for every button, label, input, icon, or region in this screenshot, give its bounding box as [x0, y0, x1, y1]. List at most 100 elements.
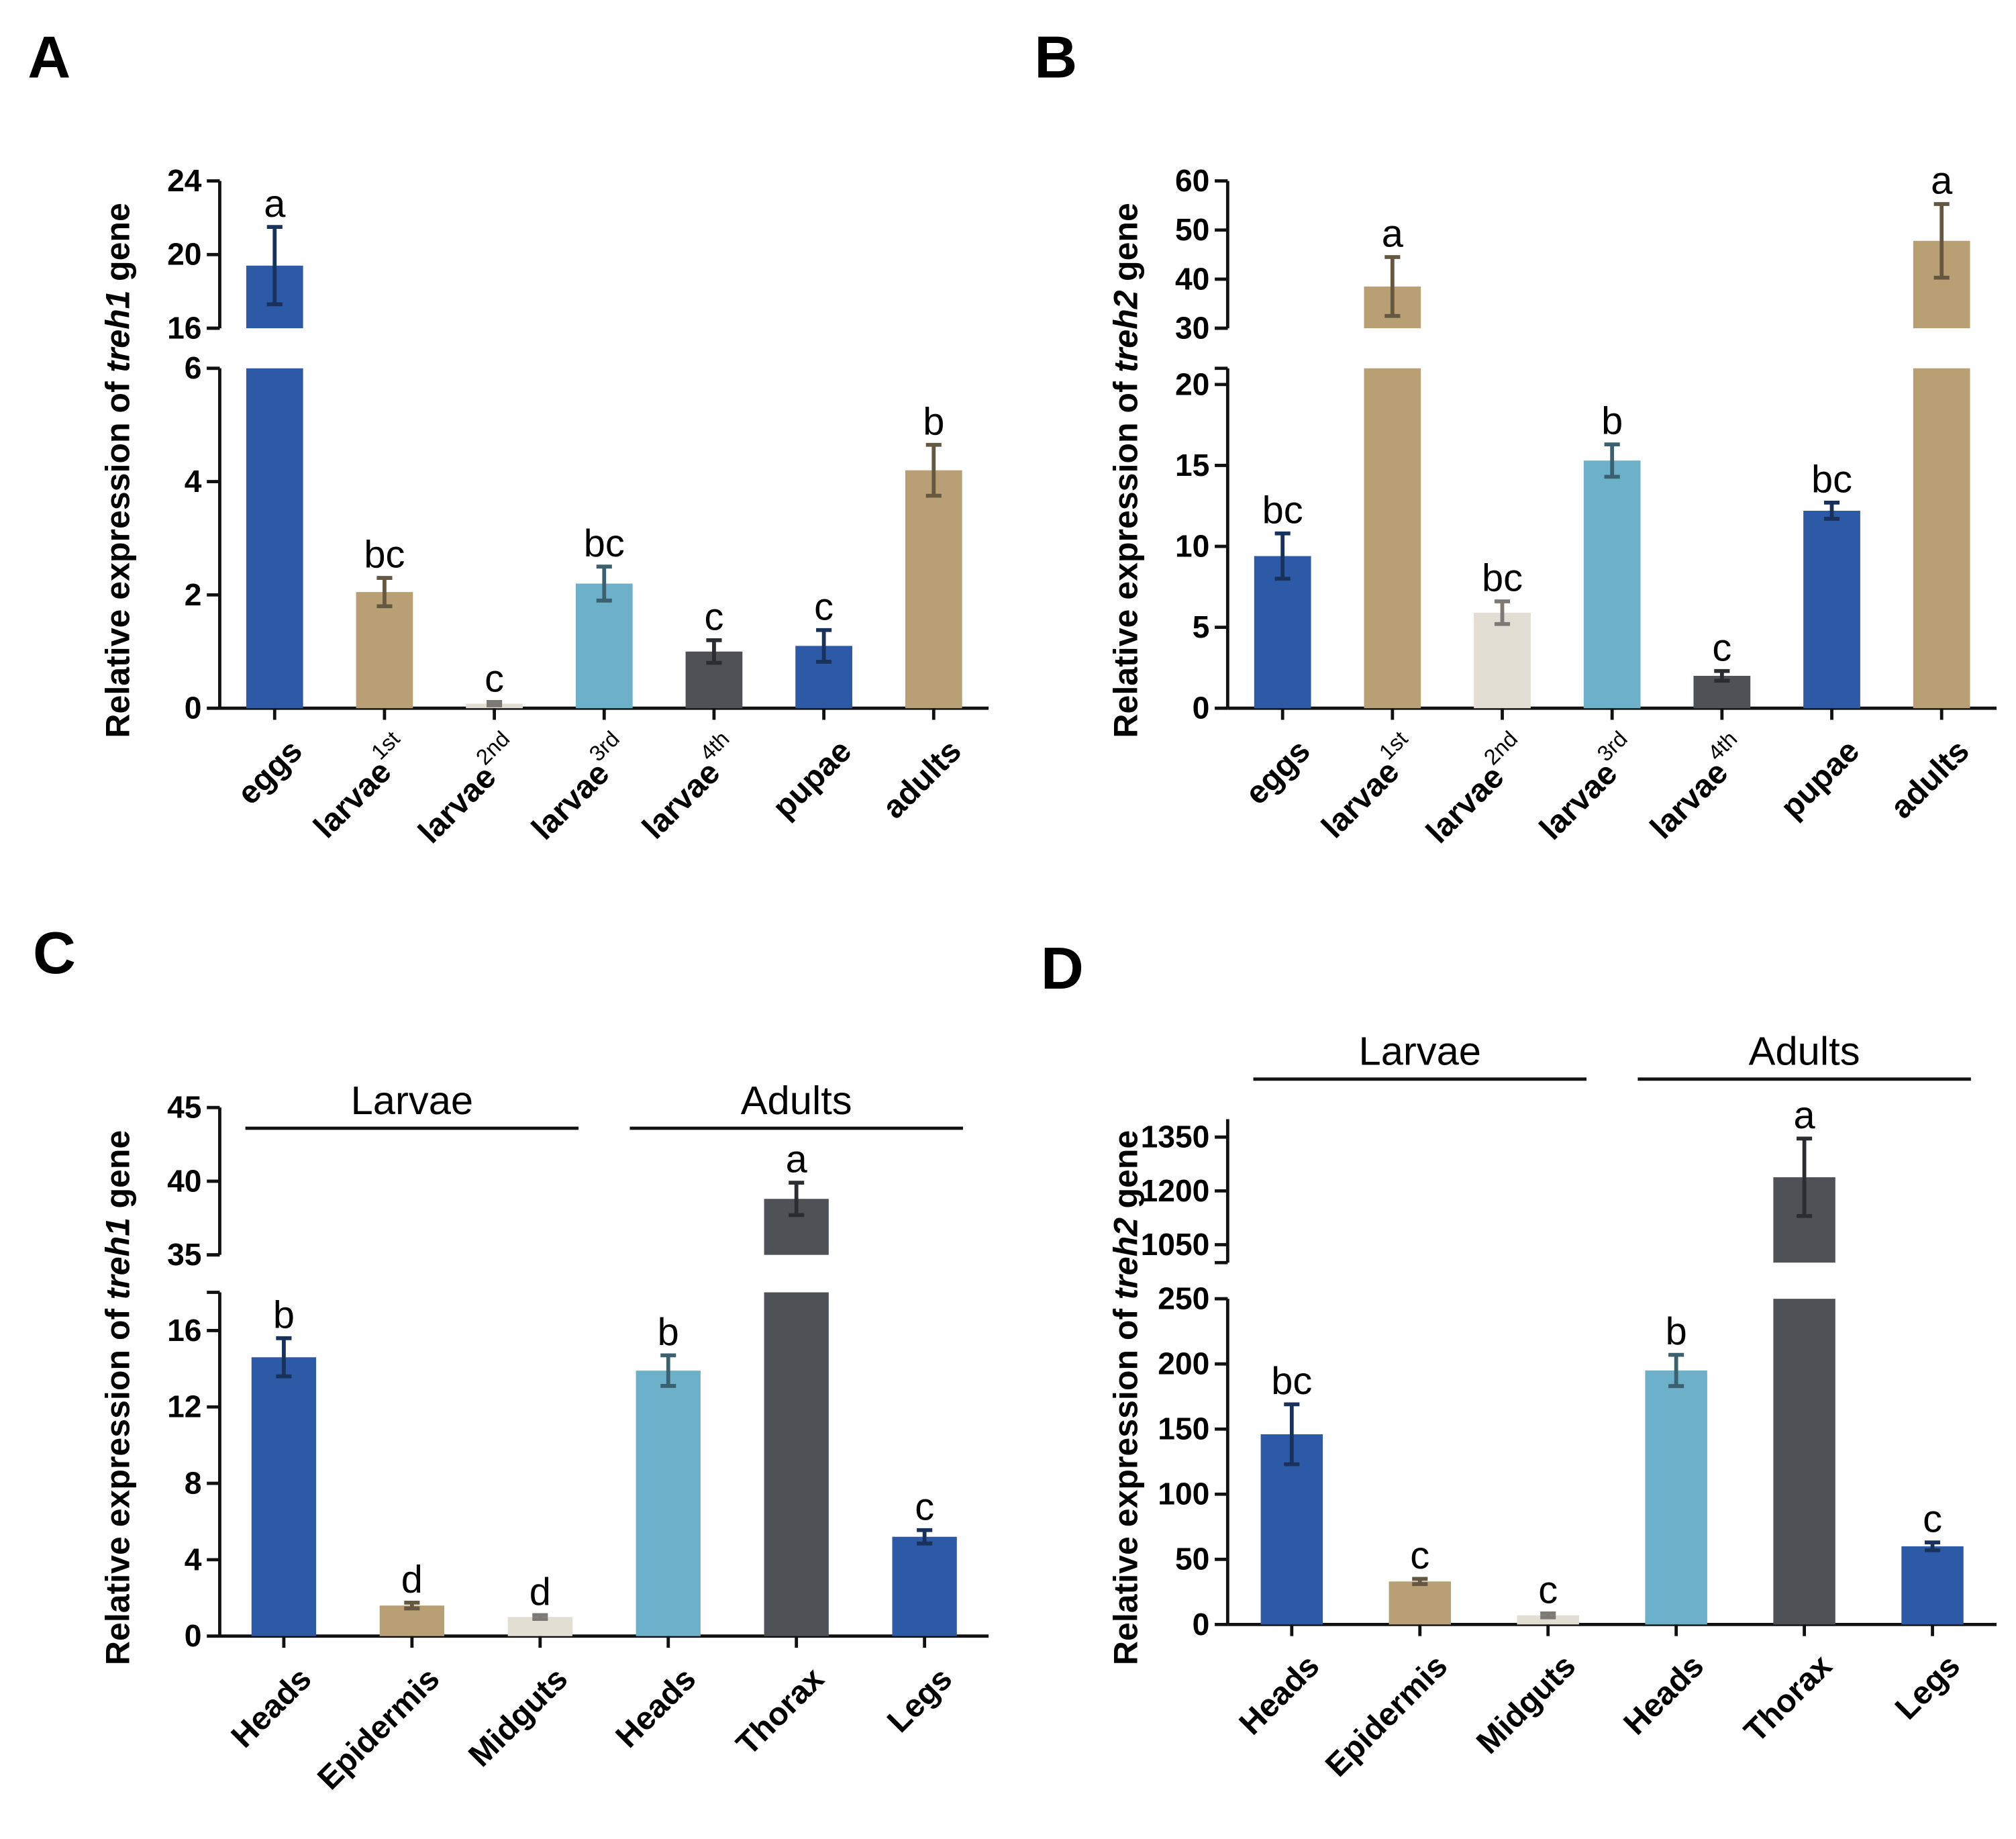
significance-label: bc [1262, 489, 1303, 532]
y-tick-label: 4 [185, 1542, 202, 1577]
y-tick-label: 16 [167, 1313, 201, 1348]
bar [1645, 1370, 1707, 1625]
panel-label: C [33, 920, 76, 986]
category-name: Midguts [462, 1660, 575, 1774]
bar [1389, 1581, 1451, 1625]
significance-label: a [1382, 213, 1404, 256]
x-tick-label: adults [875, 733, 968, 826]
y-tick-label: 30 [1175, 310, 1209, 345]
x-tick-label: larvae3rd [518, 726, 639, 847]
y-tick-label: 0 [1193, 691, 1210, 726]
x-tick-label: Epidermis [311, 1660, 447, 1797]
x-tick-label: pupae [1774, 733, 1866, 826]
bar [356, 592, 413, 709]
significance-label: d [530, 1571, 551, 1613]
x-tick-label: Legs [1888, 1648, 1967, 1727]
y-axis-label-part: gene [99, 1130, 137, 1209]
y-tick-label: 1050 [1141, 1227, 1210, 1262]
category-name: Epidermis [311, 1660, 447, 1797]
x-tick-label: Thorax [729, 1660, 831, 1762]
category-name: larvae [525, 755, 617, 847]
y-axis-label-part: treh1 [99, 1217, 137, 1299]
x-tick-label: eggs [230, 733, 309, 812]
bar [1901, 1546, 1964, 1625]
y-axis-label-part: Relative expression of [99, 1309, 137, 1666]
bar [1913, 368, 1970, 709]
x-tick-label: Midguts [1470, 1648, 1583, 1761]
category-name: eggs [1238, 733, 1317, 812]
y-tick-label: 250 [1158, 1281, 1209, 1316]
significance-label: a [1794, 1094, 1816, 1137]
y-tick-label: 12 [167, 1389, 201, 1424]
category-name: Epidermis [1319, 1648, 1455, 1784]
y-tick-label: 6 [185, 350, 202, 385]
x-tick-label: larvae4th [1637, 726, 1757, 846]
y-tick-label: 10 [1175, 528, 1209, 563]
y-tick-label: 200 [1158, 1346, 1209, 1381]
y-axis-label: Relative expression of treh1 gene [99, 1130, 137, 1665]
category-name: larvae [1315, 754, 1407, 846]
x-tick-label: Legs [880, 1660, 960, 1740]
y-tick-label: 20 [167, 237, 201, 272]
significance-label: c [705, 595, 724, 638]
x-tick-label: Epidermis [1319, 1648, 1455, 1784]
bar [1803, 510, 1860, 709]
significance-label: b [658, 1311, 679, 1354]
significance-label: b [1601, 400, 1623, 443]
significance-label: c [1410, 1534, 1429, 1577]
x-tick-label: eggs [1238, 733, 1317, 812]
bar [1364, 368, 1421, 709]
bar [1254, 556, 1311, 709]
x-tick-label: adults [1883, 733, 1976, 826]
x-tick-label: Heads [609, 1660, 703, 1754]
y-tick-label: 0 [185, 691, 202, 726]
y-tick-label: 1200 [1141, 1173, 1210, 1208]
category-name: larvae [307, 754, 399, 846]
y-axis-label-part: Relative expression of [1107, 1309, 1145, 1666]
group-label: Larvae [1358, 1029, 1481, 1074]
category-name: larvae [636, 754, 727, 846]
group-label: Larvae [351, 1078, 474, 1123]
x-tick-label: larvae2nd [405, 726, 529, 850]
category-name: Heads [1232, 1648, 1326, 1742]
y-axis-label-part: gene [1107, 203, 1145, 281]
bar [251, 1357, 317, 1636]
bar [1583, 460, 1641, 709]
y-tick-label: 0 [1193, 1607, 1210, 1642]
y-tick-label: 35 [167, 1237, 201, 1272]
y-tick-label: 60 [1175, 163, 1209, 198]
significance-label: bc [1482, 557, 1523, 600]
significance-label: c [1923, 1498, 1942, 1541]
category-name: Thorax [729, 1660, 831, 1762]
y-tick-label: 150 [1158, 1411, 1209, 1446]
category-name: Heads [1617, 1648, 1711, 1742]
significance-label: c [1538, 1569, 1558, 1611]
y-tick-label: 20 [1175, 366, 1209, 401]
category-name: larvae [411, 758, 503, 850]
x-tick-label: larvae1st [1308, 726, 1427, 845]
x-tick-label: larvae3rd [1526, 726, 1647, 847]
significance-label: bc [1811, 458, 1852, 501]
y-tick-label: 5 [1193, 609, 1210, 644]
bar [1773, 1299, 1835, 1625]
significance-label: c [814, 585, 834, 628]
bar [246, 368, 303, 709]
y-tick-label: 8 [185, 1465, 202, 1500]
category-name: larvae [1533, 755, 1625, 847]
x-tick-label: Midguts [462, 1660, 575, 1774]
x-tick-label: Heads [224, 1660, 318, 1754]
significance-label: a [1931, 160, 1953, 203]
y-tick-label: 15 [1175, 448, 1209, 483]
y-tick-label: 16 [167, 310, 201, 345]
bar [575, 583, 633, 709]
category-name: adults [875, 733, 968, 826]
x-tick-label: larvae4th [629, 726, 749, 846]
significance-label: c [1712, 626, 1731, 669]
y-axis-label-part: treh2 [1107, 290, 1145, 372]
category-name: Midguts [1470, 1648, 1583, 1761]
category-name: larvae [1419, 758, 1511, 850]
y-axis-label-part: Relative expression of [99, 381, 137, 738]
significance-label: b [1666, 1310, 1687, 1353]
bar [764, 1292, 829, 1636]
category-name: Heads [224, 1660, 318, 1754]
